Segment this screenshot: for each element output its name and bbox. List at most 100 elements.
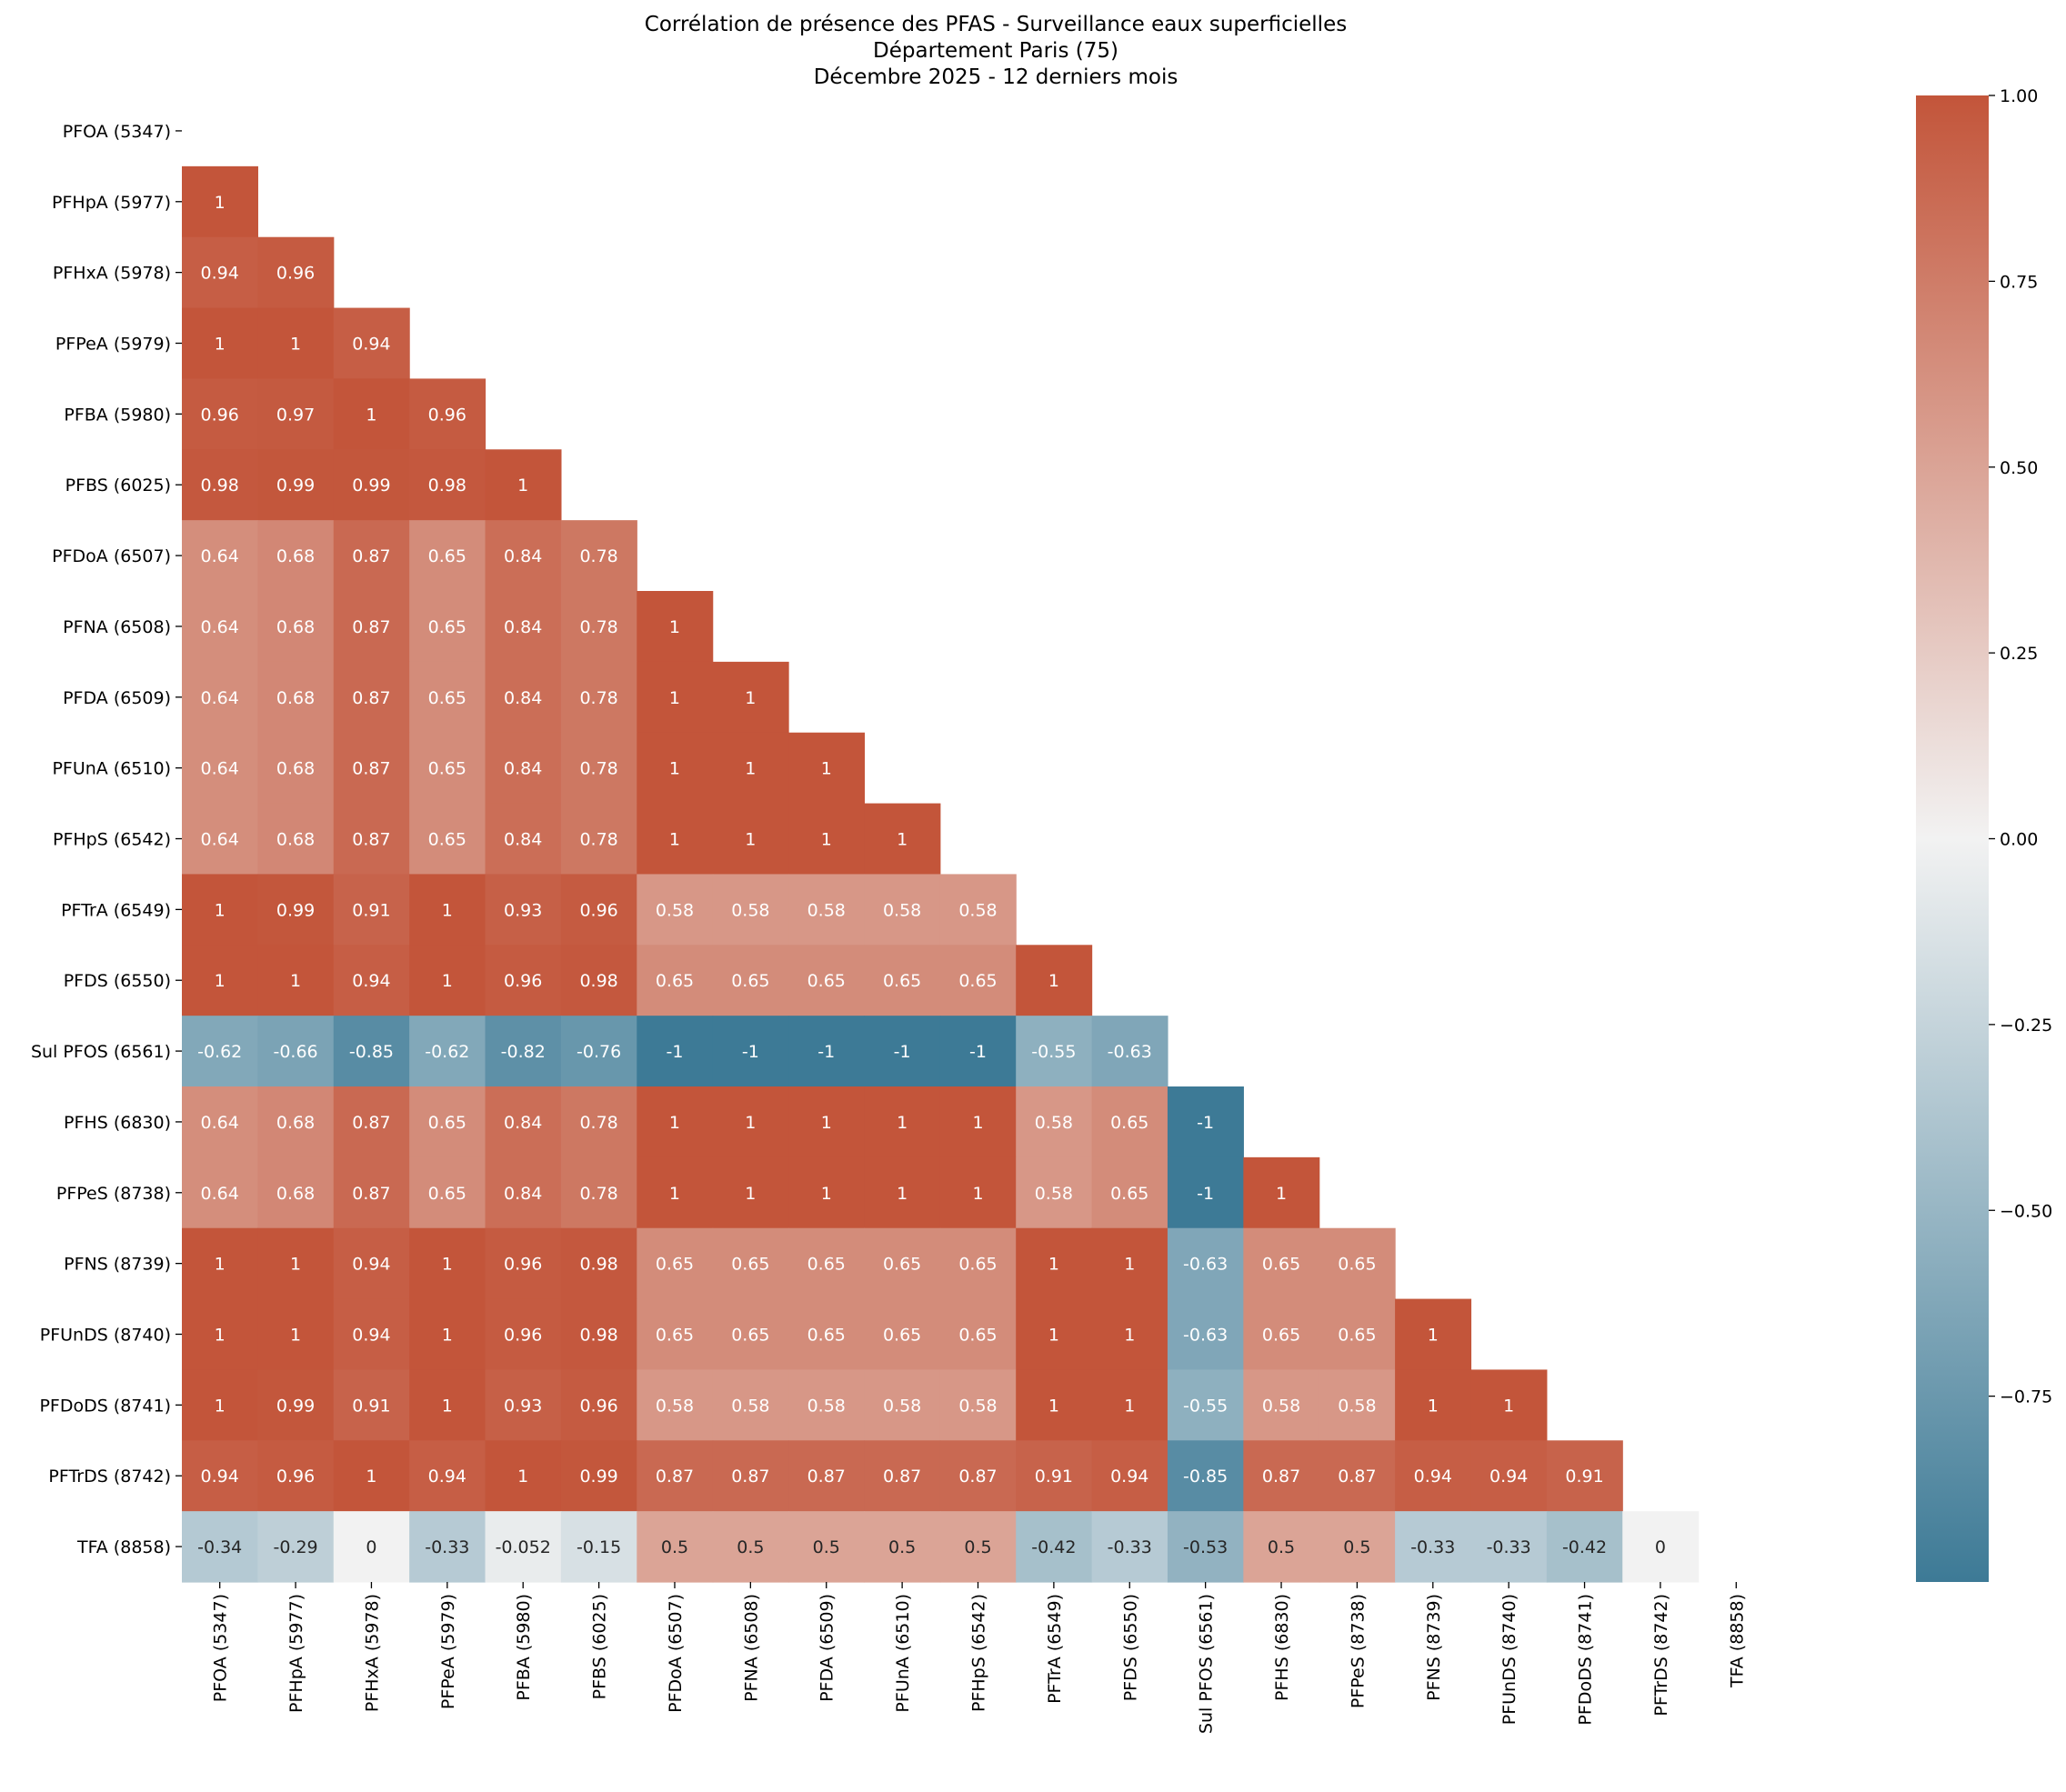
heatmap-cell — [788, 874, 866, 946]
heatmap-cell — [560, 1227, 637, 1300]
cell-annotation: -0.55 — [1183, 1396, 1228, 1416]
heatmap-cell — [1091, 1298, 1168, 1371]
cell-annotation: 0.64 — [201, 688, 239, 708]
heatmap-cell — [560, 945, 637, 1016]
heatmap-cell — [182, 661, 258, 734]
cell-annotation: 0.58 — [807, 1396, 846, 1416]
heatmap-cell — [333, 945, 410, 1016]
cell-annotation: 0 — [1655, 1537, 1666, 1557]
x-tick-label: PFOA (5347) — [211, 1594, 231, 1702]
colorbar: 1.00 0.75 0.50 0.25 0.00 −0.25 −0.50 −0.75 — [1916, 86, 2052, 1582]
cell-annotation: 1 — [897, 1184, 908, 1204]
heatmap-cell — [182, 1369, 258, 1441]
cell-annotation: 0.58 — [807, 900, 846, 920]
colorbar-tick-label: 1.00 — [2000, 86, 2038, 106]
cell-annotation: 1 — [1124, 1326, 1135, 1346]
heatmap-cell — [1470, 1440, 1548, 1512]
cell-annotation: -1 — [666, 1042, 683, 1062]
chart-title-line-1: Corrélation de présence des PFAS - Surve… — [645, 13, 1347, 36]
heatmap-cell — [864, 803, 941, 876]
heatmap-cell — [864, 1369, 941, 1441]
cell-annotation: 0.78 — [579, 688, 617, 708]
cell-annotation: 0.68 — [276, 1184, 315, 1204]
heatmap-cell — [788, 1086, 866, 1158]
heatmap-cell — [1091, 1086, 1168, 1158]
x-tick-label: PFPeS (8738) — [1348, 1594, 1368, 1708]
chart-title-line-2: Département Paris (75) — [873, 39, 1118, 63]
cell-annotation: 0.87 — [352, 1113, 390, 1133]
heatmap-cell — [257, 307, 335, 380]
heatmap-cell — [182, 1511, 258, 1583]
cell-annotation: -0.62 — [425, 1042, 469, 1062]
heatmap-cell — [864, 1440, 941, 1512]
heatmap-cell — [333, 1227, 410, 1300]
cell-annotation: -1 — [742, 1042, 759, 1062]
cell-annotation: 0.94 — [201, 264, 239, 284]
cell-annotation: 0.94 — [352, 335, 390, 355]
heatmap-cell — [560, 803, 637, 876]
cell-annotation: 1 — [669, 759, 680, 779]
heatmap-cell — [257, 1369, 335, 1441]
heatmap-cell — [1622, 1511, 1700, 1583]
cell-annotation: 0.84 — [504, 1184, 542, 1204]
cell-annotation: 0.68 — [276, 688, 315, 708]
x-tick-label: PFUnDS (8740) — [1499, 1594, 1519, 1725]
cell-annotation: 0.96 — [504, 1326, 542, 1346]
heatmap-cell — [182, 945, 258, 1016]
cell-annotation: 1 — [215, 1396, 226, 1416]
y-tick-label: PFUnDS (8740) — [40, 1326, 171, 1346]
heatmap-cell — [1167, 1086, 1244, 1158]
cell-annotation: 0.87 — [731, 1467, 769, 1487]
heatmap-cell — [409, 1440, 486, 1512]
y-tick-label: PFDoDS (8741) — [39, 1396, 171, 1416]
cell-annotation: 0.84 — [504, 1113, 542, 1133]
heatmap-cell — [864, 1298, 941, 1371]
cell-annotation: 1 — [1124, 1396, 1135, 1416]
heatmap-cell — [939, 1086, 1017, 1158]
heatmap-cell — [1546, 1511, 1623, 1583]
heatmap-cell — [485, 1156, 562, 1229]
cell-annotation: 0.65 — [656, 1326, 694, 1346]
heatmap-cell — [333, 307, 410, 380]
cell-annotation: 1 — [442, 1326, 453, 1346]
cell-annotation: 1 — [1124, 1255, 1135, 1275]
cell-annotation: 0.96 — [579, 900, 617, 920]
heatmap-cell — [1016, 1016, 1093, 1087]
heatmap-cell — [257, 520, 335, 592]
heatmap-cell — [1243, 1369, 1320, 1441]
heatmap-cell — [485, 449, 562, 521]
heatmap-cell — [560, 1016, 637, 1087]
heatmap-cell — [409, 1086, 486, 1158]
cell-annotation: 1 — [1048, 1255, 1059, 1275]
x-tick-label: PFBS (6025) — [590, 1594, 610, 1699]
x-tick-label: TFA (8858) — [1727, 1594, 1747, 1688]
cell-annotation: 1 — [972, 1113, 983, 1133]
cell-annotation: 0.94 — [352, 1326, 390, 1346]
heatmap-cell — [485, 803, 562, 876]
cell-annotation: -0.55 — [1031, 1042, 1076, 1062]
heatmap-cell — [409, 1016, 486, 1087]
cell-annotation: 0.65 — [731, 971, 769, 991]
cell-annotation: 1 — [290, 1326, 301, 1346]
x-tick-label: PFHpS (6542) — [969, 1594, 989, 1712]
heatmap-cell — [257, 661, 335, 734]
cell-annotation: 1 — [1503, 1396, 1514, 1416]
heatmap-cell — [712, 1369, 789, 1441]
cell-annotation: 0.94 — [1110, 1467, 1148, 1487]
heatmap-cell — [788, 1369, 866, 1441]
colorbar-tick-label: −0.50 — [2000, 1201, 2052, 1221]
y-axis: PFOA (5347) PFHpA (5977) PFHxA (5978) PFPeA… — [31, 122, 182, 1557]
cell-annotation: 0.87 — [1262, 1467, 1300, 1487]
heatmap-cell — [1319, 1227, 1396, 1300]
cell-annotation: 0 — [366, 1537, 376, 1557]
cell-annotation: -0.66 — [273, 1042, 317, 1062]
cell-annotation: 0.87 — [352, 617, 390, 637]
cell-annotation: 1 — [1428, 1396, 1439, 1416]
cell-annotation: 0.93 — [504, 900, 542, 920]
cell-annotation: 0.58 — [883, 900, 921, 920]
cell-annotation: 1 — [1048, 971, 1059, 991]
heatmap-cell — [1016, 1369, 1093, 1441]
heatmap-cell — [560, 1086, 637, 1158]
heatmap-cell — [182, 165, 258, 238]
cell-annotation: 1 — [669, 1113, 680, 1133]
